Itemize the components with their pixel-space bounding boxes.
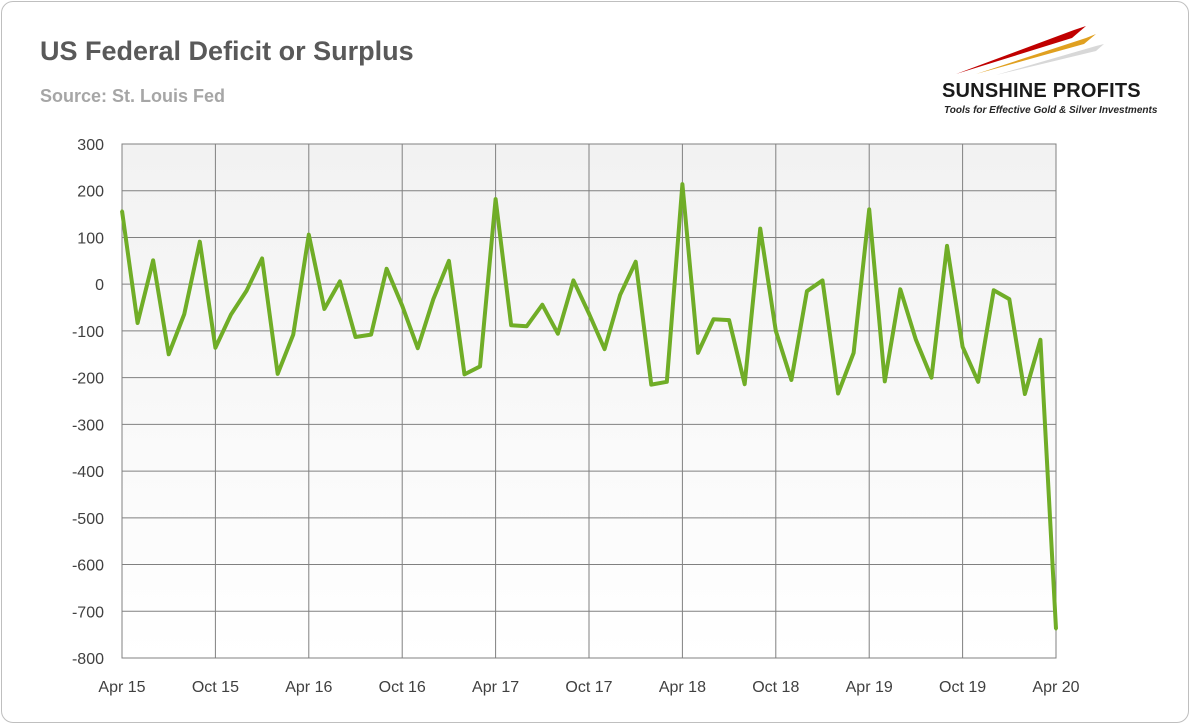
data-point bbox=[883, 379, 887, 383]
data-point bbox=[976, 380, 980, 384]
data-point bbox=[167, 352, 171, 356]
chart-subtitle: Source: St. Louis Fed bbox=[40, 86, 226, 106]
y-tick-label: -500 bbox=[72, 511, 104, 528]
data-point bbox=[1038, 338, 1042, 342]
data-point bbox=[525, 324, 529, 328]
y-tick-label: 300 bbox=[77, 137, 104, 154]
data-point bbox=[867, 207, 871, 211]
data-point bbox=[571, 278, 575, 282]
sunshine-profits-logo: SUNSHINE PROFITS Tools for Effective Gol… bbox=[936, 18, 1172, 122]
x-tick-label: Oct 18 bbox=[752, 679, 799, 696]
y-tick-label: -600 bbox=[72, 558, 104, 575]
data-point bbox=[898, 287, 902, 291]
x-tick-label: Apr 19 bbox=[846, 679, 893, 696]
data-point bbox=[789, 378, 793, 382]
y-tick-label: -200 bbox=[72, 371, 104, 388]
data-point bbox=[587, 312, 591, 316]
data-point bbox=[821, 278, 824, 282]
data-point bbox=[992, 288, 996, 292]
data-point bbox=[774, 329, 778, 333]
data-point bbox=[1054, 627, 1058, 631]
data-point bbox=[276, 372, 280, 376]
data-point bbox=[431, 297, 435, 301]
y-axis-labels: 300 200 100 0 -100 -200 -300 -400 -500 -600 -700 -8… bbox=[72, 137, 104, 668]
chart-title: US Federal Deficit or Surplus bbox=[40, 36, 414, 66]
logo-tagline: Tools for Effective Gold & Silver Invest… bbox=[944, 105, 1158, 116]
data-point bbox=[649, 383, 653, 387]
data-point bbox=[462, 372, 466, 376]
y-tick-label: -800 bbox=[72, 651, 104, 668]
data-point bbox=[540, 303, 544, 307]
y-tick-label: -300 bbox=[72, 417, 104, 434]
data-point bbox=[852, 351, 856, 355]
data-point bbox=[696, 351, 700, 355]
x-tick-label: Oct 17 bbox=[565, 679, 612, 696]
data-point bbox=[836, 392, 840, 396]
horizontal-gridlines bbox=[122, 143, 1056, 659]
logo-name: SUNSHINE PROFITS bbox=[942, 80, 1141, 102]
data-point bbox=[369, 333, 373, 337]
x-tick-label: Apr 18 bbox=[659, 679, 706, 696]
data-point bbox=[291, 333, 295, 337]
y-tick-label: 100 bbox=[77, 230, 104, 247]
data-point bbox=[680, 182, 684, 186]
data-point bbox=[712, 317, 716, 321]
data-point bbox=[494, 197, 498, 201]
data-point bbox=[665, 380, 669, 384]
x-tick-label: Apr 15 bbox=[98, 679, 145, 696]
data-point bbox=[929, 376, 933, 380]
data-point bbox=[914, 338, 918, 342]
y-tick-label: -100 bbox=[72, 324, 104, 341]
data-point bbox=[120, 209, 124, 213]
logo-swoosh-icon bbox=[956, 26, 1104, 75]
y-tick-label: -700 bbox=[72, 604, 104, 621]
data-point bbox=[758, 227, 762, 231]
x-tick-label: Oct 16 bbox=[379, 679, 426, 696]
data-point bbox=[400, 304, 404, 308]
data-point bbox=[1023, 392, 1027, 396]
x-tick-label: Apr 20 bbox=[1032, 679, 1079, 696]
data-point bbox=[727, 318, 731, 322]
data-point bbox=[556, 332, 560, 336]
data-point bbox=[945, 244, 949, 248]
y-tick-label: 200 bbox=[77, 184, 104, 201]
data-point bbox=[509, 323, 513, 327]
data-point bbox=[260, 256, 264, 260]
y-tick-label: 0 bbox=[95, 277, 104, 294]
x-tick-label: Apr 17 bbox=[472, 679, 519, 696]
data-point bbox=[385, 267, 389, 271]
data-point bbox=[338, 279, 342, 283]
data-point bbox=[805, 289, 809, 293]
data-point bbox=[478, 364, 482, 368]
data-point bbox=[151, 258, 155, 262]
x-tick-label: Apr 16 bbox=[285, 679, 332, 696]
data-point bbox=[229, 313, 233, 317]
x-axis-labels: Apr 15 Oct 15 Apr 16 Oct 16 Apr 17 Oct 17 Apr … bbox=[98, 679, 1079, 696]
data-point bbox=[618, 293, 622, 297]
data-point bbox=[634, 260, 638, 264]
data-point bbox=[743, 382, 747, 386]
data-point bbox=[416, 346, 420, 350]
data-point bbox=[213, 346, 217, 350]
series-points bbox=[120, 182, 1058, 631]
data-point bbox=[136, 321, 140, 325]
data-point bbox=[447, 259, 451, 263]
data-point bbox=[354, 335, 357, 339]
data-point bbox=[307, 233, 311, 237]
data-point bbox=[182, 312, 186, 316]
data-point bbox=[245, 289, 249, 293]
data-point bbox=[322, 307, 326, 311]
data-point bbox=[603, 347, 607, 351]
data-point bbox=[1007, 297, 1011, 301]
y-tick-label: -400 bbox=[72, 464, 104, 481]
x-tick-label: Oct 19 bbox=[939, 679, 986, 696]
data-point bbox=[198, 240, 202, 244]
vertical-gridlines bbox=[121, 144, 1057, 658]
data-point bbox=[961, 345, 965, 349]
x-tick-label: Oct 15 bbox=[192, 679, 239, 696]
